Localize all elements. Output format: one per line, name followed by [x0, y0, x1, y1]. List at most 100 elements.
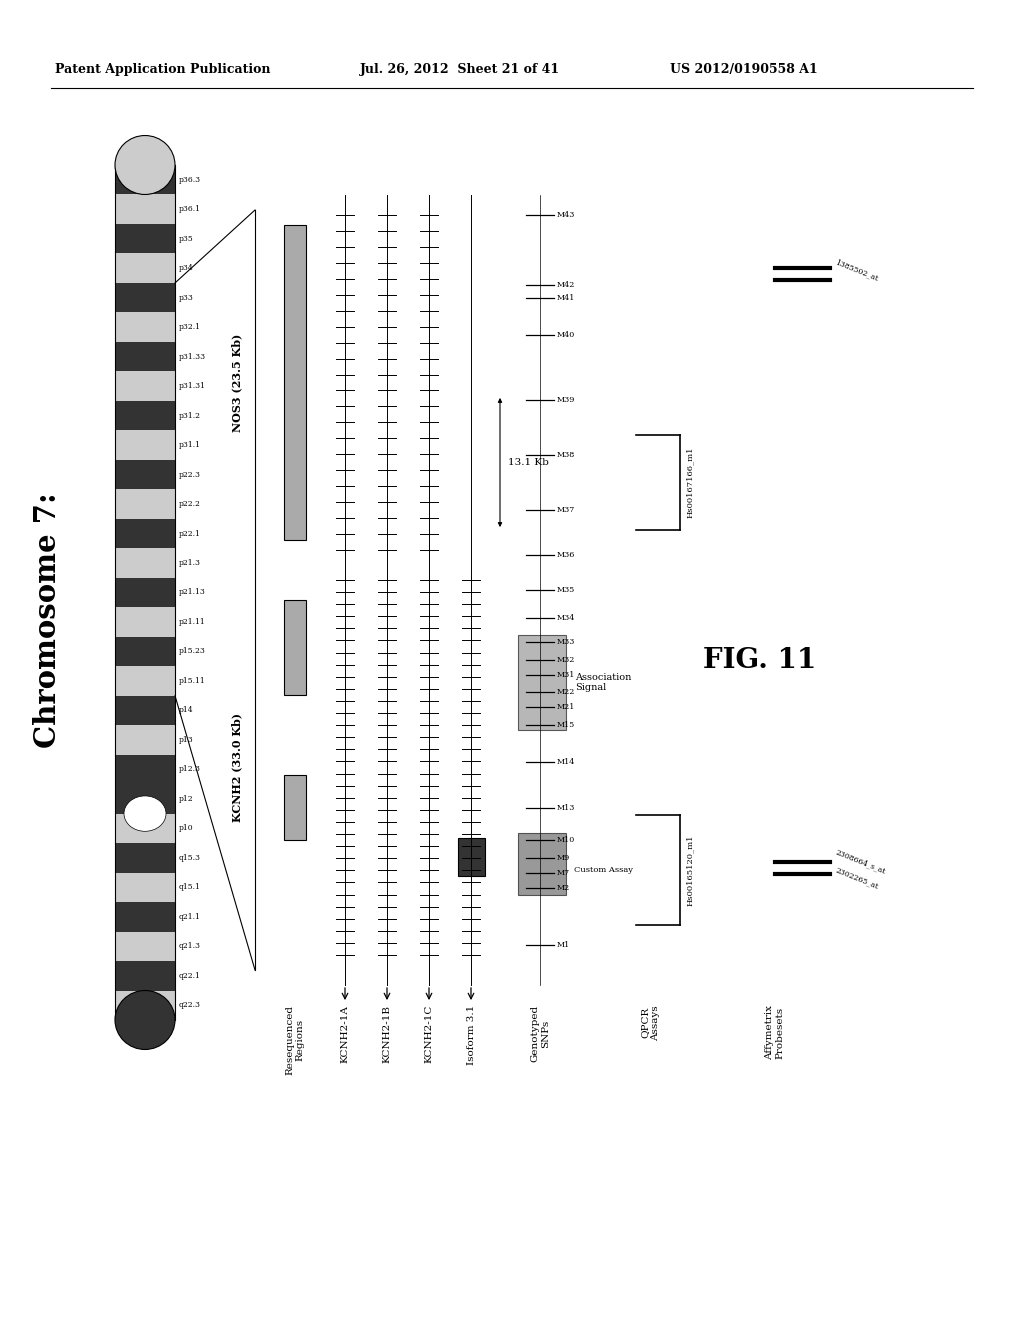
- Bar: [284, 224, 306, 540]
- Text: QPCR
Assays: QPCR Assays: [640, 1005, 659, 1040]
- Bar: [115, 578, 175, 607]
- Text: p15.11: p15.11: [179, 677, 206, 685]
- Bar: [115, 607, 175, 636]
- Text: p15.23: p15.23: [179, 648, 206, 656]
- Text: p22.2: p22.2: [179, 500, 201, 508]
- Text: 2302265_at: 2302265_at: [834, 866, 880, 890]
- Text: Association
Signal: Association Signal: [575, 673, 632, 692]
- Text: Chromosome 7:: Chromosome 7:: [34, 492, 62, 748]
- Text: M14: M14: [557, 758, 575, 766]
- Bar: [115, 636, 175, 667]
- Text: US 2012/0190558 A1: US 2012/0190558 A1: [670, 63, 818, 77]
- Text: Jul. 26, 2012  Sheet 21 of 41: Jul. 26, 2012 Sheet 21 of 41: [360, 63, 560, 77]
- Text: p21.13: p21.13: [179, 589, 206, 597]
- Text: q15.3: q15.3: [179, 854, 201, 862]
- Text: Isoform 3.1: Isoform 3.1: [467, 1005, 475, 1065]
- Bar: [115, 194, 175, 224]
- Text: M1: M1: [557, 941, 570, 949]
- Text: M41: M41: [557, 294, 575, 302]
- Text: p36.3: p36.3: [179, 176, 201, 183]
- Text: M33: M33: [557, 638, 575, 645]
- Text: M34: M34: [557, 614, 575, 622]
- Text: q22.3: q22.3: [179, 1002, 201, 1010]
- Ellipse shape: [124, 796, 166, 832]
- Bar: [115, 755, 175, 784]
- Text: FIG. 11: FIG. 11: [703, 647, 816, 673]
- Text: Hs00167166_m1: Hs00167166_m1: [686, 446, 694, 519]
- Bar: [115, 843, 175, 873]
- Text: p12: p12: [179, 795, 194, 803]
- Bar: [115, 873, 175, 902]
- Text: p22.1: p22.1: [179, 529, 201, 537]
- Bar: [115, 961, 175, 990]
- Text: M35: M35: [557, 586, 575, 594]
- Bar: [115, 253, 175, 282]
- Text: Patent Application Publication: Patent Application Publication: [55, 63, 270, 77]
- Text: p31.1: p31.1: [179, 441, 201, 449]
- Text: M22: M22: [557, 688, 575, 696]
- Text: M7: M7: [557, 869, 570, 876]
- Text: M39: M39: [557, 396, 575, 404]
- Text: Affymetrix
Probesets: Affymetrix Probesets: [765, 1005, 784, 1060]
- Bar: [115, 165, 175, 194]
- Text: M21: M21: [557, 704, 575, 711]
- Text: KCNH2-1A: KCNH2-1A: [341, 1005, 349, 1063]
- Text: p35: p35: [179, 235, 194, 243]
- Text: KCNH2-1C: KCNH2-1C: [425, 1005, 433, 1064]
- Text: p31.33: p31.33: [179, 352, 206, 360]
- Text: M42: M42: [557, 281, 575, 289]
- Text: p14: p14: [179, 706, 194, 714]
- Text: M38: M38: [557, 451, 575, 459]
- Text: M36: M36: [557, 550, 575, 558]
- Text: M9: M9: [557, 854, 570, 862]
- Text: q15.1: q15.1: [179, 883, 201, 891]
- Text: p32.1: p32.1: [179, 323, 201, 331]
- Text: M13: M13: [557, 804, 575, 812]
- Bar: [284, 601, 306, 696]
- Bar: [115, 224, 175, 253]
- Text: M2: M2: [557, 884, 570, 892]
- Text: p21.3: p21.3: [179, 558, 201, 568]
- Bar: [115, 519, 175, 548]
- Text: p10: p10: [179, 825, 194, 833]
- Bar: [115, 282, 175, 313]
- Bar: [518, 635, 566, 730]
- Bar: [115, 459, 175, 490]
- Text: q21.1: q21.1: [179, 913, 201, 921]
- Text: NOS3 (23.5 Kb): NOS3 (23.5 Kb): [231, 334, 243, 432]
- Bar: [518, 833, 566, 895]
- Text: p36.1: p36.1: [179, 205, 201, 214]
- Bar: [115, 725, 175, 755]
- Bar: [115, 902, 175, 932]
- Text: KCNH2-1B: KCNH2-1B: [383, 1005, 391, 1063]
- Text: p21.11: p21.11: [179, 618, 206, 626]
- Text: Resequenced
Regions: Resequenced Regions: [286, 1005, 305, 1074]
- Text: M32: M32: [557, 656, 575, 664]
- Bar: [115, 990, 175, 1020]
- Text: M15: M15: [557, 721, 575, 729]
- Text: p31.31: p31.31: [179, 381, 206, 391]
- Text: p33: p33: [179, 293, 194, 302]
- Text: M37: M37: [557, 506, 575, 513]
- Text: M31: M31: [557, 671, 575, 678]
- Bar: [458, 838, 485, 876]
- Text: q21.3: q21.3: [179, 942, 201, 950]
- Text: p34: p34: [179, 264, 194, 272]
- Bar: [115, 490, 175, 519]
- Bar: [115, 696, 175, 725]
- Text: 2308664_s_at: 2308664_s_at: [834, 849, 887, 875]
- Text: p12.3: p12.3: [179, 766, 201, 774]
- Text: p22.3: p22.3: [179, 470, 201, 479]
- Text: Hs00165120_m1: Hs00165120_m1: [686, 834, 694, 906]
- Text: M40: M40: [557, 331, 575, 339]
- Text: p31.2: p31.2: [179, 412, 201, 420]
- Bar: [284, 775, 306, 840]
- Bar: [115, 784, 175, 813]
- Bar: [115, 342, 175, 371]
- Ellipse shape: [115, 990, 175, 1049]
- Bar: [115, 313, 175, 342]
- Text: Genotyped
SNPs: Genotyped SNPs: [530, 1005, 550, 1063]
- Bar: [115, 430, 175, 459]
- Bar: [115, 371, 175, 401]
- Text: q22.1: q22.1: [179, 972, 201, 979]
